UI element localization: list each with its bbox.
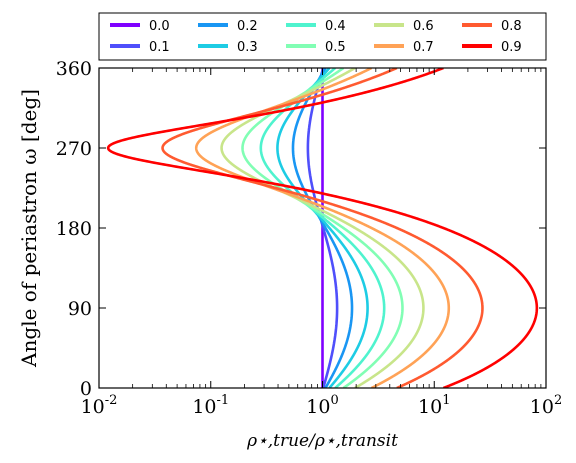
y-tick-label: 0 (80, 378, 92, 400)
legend-label: 0.9 (501, 40, 522, 55)
legend-label: 0.6 (413, 19, 434, 34)
series-line-0.2 (291, 68, 354, 388)
series-line-0.3 (276, 68, 369, 388)
legend-label: 0.4 (325, 19, 346, 34)
y-axis: 0 90 180 270 360 (56, 58, 546, 400)
legend-label: 0.8 (501, 19, 522, 34)
x-tick-label: 10-2 (81, 393, 118, 418)
y-tick-label: 180 (56, 218, 92, 240)
legend-label: 0.1 (149, 40, 170, 55)
legend-box (98, 12, 547, 61)
series-line-0.5 (241, 68, 404, 388)
x-tick-label: 102 (530, 393, 562, 418)
series-line-0.9 (106, 68, 539, 388)
x-axis: 10-2 10-1 100 101 102 (81, 68, 562, 418)
legend-label: 0.7 (413, 40, 434, 55)
y-tick-label: 90 (68, 298, 92, 320)
legend: 0.0 0.1 0.2 0.3 0.4 0.5 0.6 0.7 0.8 0.9 (98, 12, 547, 61)
series-line-0.6 (220, 68, 425, 388)
legend-label: 0.3 (237, 40, 258, 55)
x-tick-label: 101 (418, 393, 450, 418)
y-tick-label: 270 (56, 138, 92, 160)
x-axis-label: ρ⋆,true/ρ⋆,transit (246, 431, 398, 451)
y-axis-label: Angle of periastron ω [deg] (17, 89, 41, 368)
x-tick-label: 10-1 (192, 393, 229, 418)
series-curves (106, 68, 539, 388)
legend-label: 0.2 (237, 19, 258, 34)
series-line-0.7 (194, 68, 451, 388)
legend-label: 0.5 (325, 40, 346, 55)
y-tick-label: 360 (56, 58, 92, 80)
x-tick-label: 100 (306, 393, 338, 418)
series-line-0.4 (259, 68, 386, 388)
series-line-0.1 (306, 68, 339, 388)
legend-label: 0.0 (149, 19, 170, 34)
